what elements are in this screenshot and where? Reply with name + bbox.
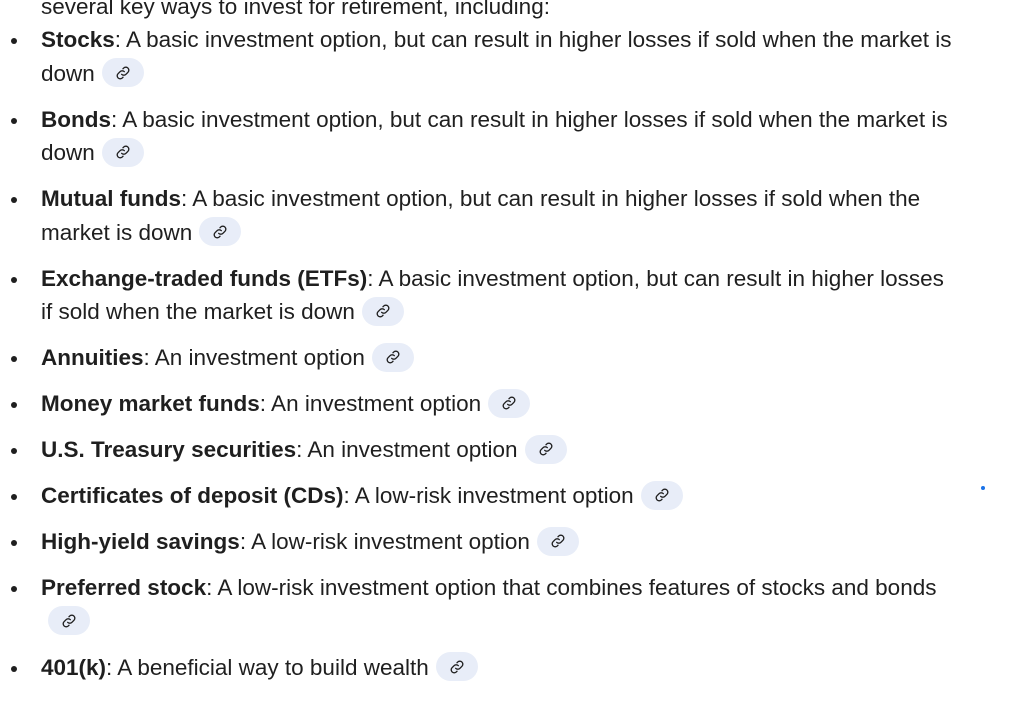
- citation-link-button[interactable]: [524, 434, 567, 464]
- citation-link-button[interactable]: [435, 652, 478, 682]
- bullet-icon: [11, 494, 17, 500]
- bullet-icon: [11, 197, 17, 203]
- link-icon: [386, 350, 400, 364]
- item-term: Preferred stock: [41, 575, 207, 600]
- link-icon: [502, 396, 516, 410]
- citation-link-button[interactable]: [101, 58, 144, 88]
- clipped-intro-text: several key ways to invest for retiremen…: [41, 0, 550, 19]
- list-item: 401(k): A beneficial way to build wealth: [0, 651, 960, 685]
- item-description: : A basic investment option, but can res…: [41, 106, 948, 166]
- citation-link-button[interactable]: [101, 137, 144, 167]
- bullet-icon: [11, 448, 17, 454]
- scroll-indicator-dot: [981, 486, 985, 490]
- item-description: : An investment option: [143, 345, 365, 370]
- list-item: Money market funds: An investment option: [0, 387, 960, 421]
- citation-link-button[interactable]: [488, 388, 531, 418]
- link-icon: [539, 442, 552, 456]
- link-icon: [213, 225, 227, 239]
- bullet-icon: [11, 276, 17, 283]
- list-item: Exchange-traded funds (ETFs): A basic in…: [0, 262, 960, 329]
- item-description: : A low-risk investment option that comb…: [206, 575, 937, 600]
- link-icon: [655, 488, 669, 502]
- item-term: High-yield savings: [41, 529, 240, 554]
- investment-options-list: Stocks: A basic investment option, but c…: [0, 23, 960, 697]
- item-term: 401(k): [41, 654, 107, 680]
- item-term: Exchange-traded funds (ETFs): [41, 265, 368, 291]
- item-term: U.S. Treasury securities: [41, 437, 297, 462]
- bullet-icon: [11, 356, 17, 362]
- link-icon: [450, 660, 464, 674]
- item-description: : A basic investment option, but can res…: [41, 265, 944, 325]
- item-description: : An investment option: [296, 437, 518, 462]
- list-item: Certificates of deposit (CDs): A low-ris…: [0, 479, 960, 513]
- item-description: : An investment option: [259, 391, 482, 416]
- item-term: Stocks: [41, 27, 115, 52]
- link-icon: [62, 614, 76, 628]
- item-term: Mutual funds: [41, 186, 181, 211]
- link-icon: [116, 66, 130, 80]
- list-item: High-yield savings: A low-risk investmen…: [0, 525, 960, 559]
- citation-link-button[interactable]: [640, 480, 683, 510]
- link-icon: [551, 534, 565, 548]
- citation-link-button[interactable]: [48, 606, 90, 636]
- citation-link-button[interactable]: [371, 342, 414, 372]
- list-item: Mutual funds: A basic investment option,…: [0, 182, 960, 249]
- item-description: : A low-risk investment option: [239, 529, 530, 554]
- item-term: Annuities: [41, 345, 144, 370]
- list-item: Bonds: A basic investment option, but ca…: [0, 103, 960, 170]
- link-icon: [376, 304, 390, 318]
- list-item: Annuities: An investment option: [0, 341, 960, 375]
- bullet-icon: [11, 38, 17, 44]
- list-item: Preferred stock: A low-risk investment o…: [0, 571, 960, 638]
- item-description: : A beneficial way to build wealth: [106, 654, 429, 680]
- citation-link-button[interactable]: [361, 296, 404, 326]
- item-description: : A basic investment option, but can res…: [41, 186, 921, 245]
- citation-link-button[interactable]: [536, 526, 579, 556]
- citation-link-button[interactable]: [199, 217, 242, 247]
- item-term: Certificates of deposit (CDs): [41, 483, 344, 508]
- bullet-icon: [11, 665, 17, 672]
- item-description: : A basic investment option, but can res…: [41, 27, 952, 86]
- bullet-icon: [11, 586, 17, 592]
- list-item: U.S. Treasury securities: An investment …: [0, 433, 960, 467]
- bullet-icon: [11, 117, 17, 124]
- list-item: Stocks: A basic investment option, but c…: [0, 23, 960, 90]
- link-icon: [116, 145, 130, 159]
- item-term: Bonds: [41, 106, 111, 132]
- item-description: : A low-risk investment option: [343, 483, 634, 508]
- bullet-icon: [11, 540, 17, 546]
- bullet-icon: [11, 402, 17, 408]
- item-term: Money market funds: [41, 391, 260, 416]
